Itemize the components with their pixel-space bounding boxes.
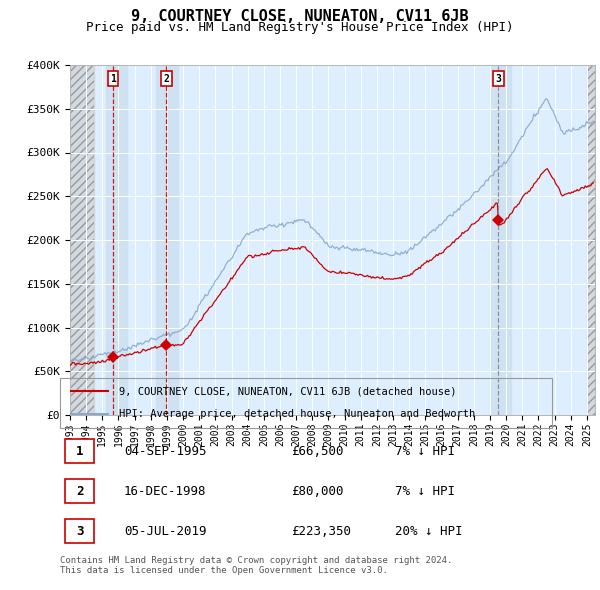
Text: 9, COURTNEY CLOSE, NUNEATON, CV11 6JB: 9, COURTNEY CLOSE, NUNEATON, CV11 6JB — [131, 9, 469, 24]
Bar — [155, 65, 178, 415]
Bar — [587, 65, 595, 415]
Text: 04-SEP-1995: 04-SEP-1995 — [124, 445, 206, 458]
FancyBboxPatch shape — [65, 439, 94, 463]
Text: 2: 2 — [76, 484, 83, 498]
Bar — [70, 65, 94, 415]
FancyBboxPatch shape — [65, 479, 94, 503]
Text: Contains HM Land Registry data © Crown copyright and database right 2024.
This d: Contains HM Land Registry data © Crown c… — [60, 556, 452, 575]
Text: 7% ↓ HPI: 7% ↓ HPI — [395, 484, 455, 498]
Text: 16-DEC-1998: 16-DEC-1998 — [124, 484, 206, 498]
Text: 05-JUL-2019: 05-JUL-2019 — [124, 525, 206, 537]
Text: 20% ↓ HPI: 20% ↓ HPI — [395, 525, 462, 537]
Text: £80,000: £80,000 — [291, 484, 344, 498]
Bar — [587, 65, 595, 415]
Bar — [490, 65, 511, 415]
Text: HPI: Average price, detached house, Nuneaton and Bedworth: HPI: Average price, detached house, Nune… — [119, 409, 475, 419]
Text: 3: 3 — [76, 525, 83, 537]
Bar — [106, 65, 127, 415]
Text: 3: 3 — [496, 74, 501, 84]
Text: 9, COURTNEY CLOSE, NUNEATON, CV11 6JB (detached house): 9, COURTNEY CLOSE, NUNEATON, CV11 6JB (d… — [119, 386, 457, 396]
Bar — [70, 65, 94, 415]
Text: £223,350: £223,350 — [291, 525, 351, 537]
FancyBboxPatch shape — [65, 519, 94, 543]
Text: 2: 2 — [163, 74, 169, 84]
Text: Price paid vs. HM Land Registry's House Price Index (HPI): Price paid vs. HM Land Registry's House … — [86, 21, 514, 34]
Text: 1: 1 — [110, 74, 116, 84]
Text: 7% ↓ HPI: 7% ↓ HPI — [395, 445, 455, 458]
Text: £66,500: £66,500 — [291, 445, 344, 458]
Text: 1: 1 — [76, 445, 83, 458]
